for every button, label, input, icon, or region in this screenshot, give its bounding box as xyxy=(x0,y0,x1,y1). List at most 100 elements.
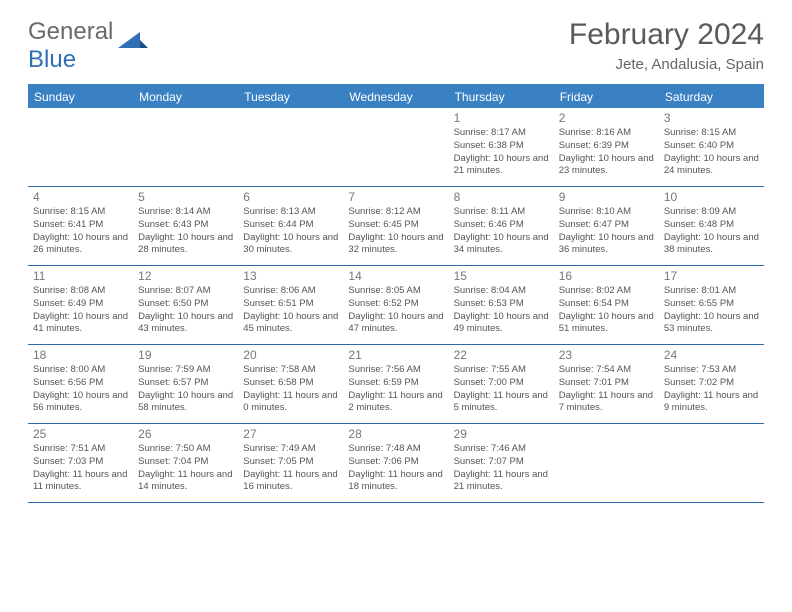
date-number: 29 xyxy=(454,427,549,441)
date-number: 24 xyxy=(664,348,759,362)
calendar-day: 26 Sunrise: 7:50 AMSunset: 7:04 PMDayligh… xyxy=(133,424,238,502)
calendar-day: 6Sunrise: 8:13 AMSunset: 6:44 PMDaylight… xyxy=(238,187,343,265)
date-number: 3 xyxy=(664,111,759,125)
brand-part1: General xyxy=(28,18,113,45)
calendar-day: 1 Sunrise: 8:17 AMSunset: 6:38 PMDaylight… xyxy=(449,108,554,186)
calendar-day: 7Sunrise: 8:12 AMSunset: 6:45 PMDaylight… xyxy=(343,187,448,265)
date-number: 26 xyxy=(138,427,233,441)
location-text: Jete, Andalusia, Spain xyxy=(569,56,764,73)
calendar-day: 5 Sunrise: 8:14 AMSunset: 6:43 PMDaylight… xyxy=(133,187,238,265)
date-number: 21 xyxy=(348,348,443,362)
calendar-day: 17 Sunrise: 8:01 AMSunset: 6:55 PMDayligh… xyxy=(659,266,764,344)
calendar-week: 11 Sunrise: 8:08 AMSunset: 6:49 PMDayligh… xyxy=(28,266,764,345)
calendar-day: 24 Sunrise: 7:53 AMSunset: 7:02 PMDayligh… xyxy=(659,345,764,423)
date-number: 23 xyxy=(559,348,654,362)
date-number: 22 xyxy=(454,348,549,362)
day-details: Sunrise: 7:54 AMSunset: 7:01 PMDaylight:… xyxy=(559,364,654,415)
calendar-day-empty xyxy=(133,108,238,186)
calendar-day: 15 Sunrise: 8:04 AMSunset: 6:53 PMDayligh… xyxy=(449,266,554,344)
date-number: 12 xyxy=(138,269,233,283)
day-details: Sunrise: 8:00 AMSunset: 6:56 PMDaylight:… xyxy=(33,364,128,415)
weekday-header: Thursday xyxy=(449,86,554,108)
brand-text: General Blue xyxy=(28,18,113,74)
date-number: 15 xyxy=(454,269,549,283)
date-number: 2 xyxy=(559,111,654,125)
day-details: Sunrise: 8:07 AMSunset: 6:50 PMDaylight:… xyxy=(138,285,233,336)
day-details: Sunrise: 8:04 AMSunset: 6:53 PMDaylight:… xyxy=(454,285,549,336)
weekday-header: Wednesday xyxy=(343,86,448,108)
calendar-day: 2 Sunrise: 8:16 AMSunset: 6:39 PMDaylight… xyxy=(554,108,659,186)
calendar: SundayMondayTuesdayWednesdayThursdayFrid… xyxy=(28,84,764,503)
calendar-day: 3 Sunrise: 8:15 AMSunset: 6:40 PMDaylight… xyxy=(659,108,764,186)
weekday-header: Sunday xyxy=(28,86,133,108)
calendar-day: 12 Sunrise: 8:07 AMSunset: 6:50 PMDayligh… xyxy=(133,266,238,344)
day-details: Sunrise: 8:06 AMSunset: 6:51 PMDaylight:… xyxy=(243,285,338,336)
weekday-header-row: SundayMondayTuesdayWednesdayThursdayFrid… xyxy=(28,86,764,108)
calendar-day: 14Sunrise: 8:05 AMSunset: 6:52 PMDayligh… xyxy=(343,266,448,344)
day-details: Sunrise: 7:59 AMSunset: 6:57 PMDaylight:… xyxy=(138,364,233,415)
calendar-day: 27Sunrise: 7:49 AMSunset: 7:05 PMDayligh… xyxy=(238,424,343,502)
date-number: 8 xyxy=(454,190,549,204)
date-number: 27 xyxy=(243,427,338,441)
date-number: 16 xyxy=(559,269,654,283)
date-number: 9 xyxy=(559,190,654,204)
day-details: Sunrise: 8:15 AMSunset: 6:41 PMDaylight:… xyxy=(33,206,128,257)
calendar-day: 9Sunrise: 8:10 AMSunset: 6:47 PMDaylight… xyxy=(554,187,659,265)
day-details: Sunrise: 7:51 AMSunset: 7:03 PMDaylight:… xyxy=(33,443,128,494)
calendar-day: 22 Sunrise: 7:55 AMSunset: 7:00 PMDayligh… xyxy=(449,345,554,423)
weekday-header: Friday xyxy=(554,86,659,108)
day-details: Sunrise: 8:08 AMSunset: 6:49 PMDaylight:… xyxy=(33,285,128,336)
date-number: 18 xyxy=(33,348,128,362)
day-details: Sunrise: 8:02 AMSunset: 6:54 PMDaylight:… xyxy=(559,285,654,336)
weekday-header: Monday xyxy=(133,86,238,108)
calendar-day-empty xyxy=(659,424,764,502)
day-details: Sunrise: 8:15 AMSunset: 6:40 PMDaylight:… xyxy=(664,127,759,178)
calendar-weeks: 1 Sunrise: 8:17 AMSunset: 6:38 PMDaylight… xyxy=(28,108,764,503)
date-number: 13 xyxy=(243,269,338,283)
day-details: Sunrise: 7:55 AMSunset: 7:00 PMDaylight:… xyxy=(454,364,549,415)
day-details: Sunrise: 7:50 AMSunset: 7:04 PMDaylight:… xyxy=(138,443,233,494)
weekday-header: Saturday xyxy=(659,86,764,108)
calendar-day: 20Sunrise: 7:58 AMSunset: 6:58 PMDayligh… xyxy=(238,345,343,423)
weekday-header: Tuesday xyxy=(238,86,343,108)
day-details: Sunrise: 8:09 AMSunset: 6:48 PMDaylight:… xyxy=(664,206,759,257)
date-number: 28 xyxy=(348,427,443,441)
calendar-day: 11 Sunrise: 8:08 AMSunset: 6:49 PMDayligh… xyxy=(28,266,133,344)
calendar-day-empty xyxy=(28,108,133,186)
calendar-day-empty xyxy=(238,108,343,186)
date-number: 5 xyxy=(138,190,233,204)
calendar-week: 18 Sunrise: 8:00 AMSunset: 6:56 PMDayligh… xyxy=(28,345,764,424)
day-details: Sunrise: 8:01 AMSunset: 6:55 PMDaylight:… xyxy=(664,285,759,336)
calendar-week: 25 Sunrise: 7:51 AMSunset: 7:03 PMDayligh… xyxy=(28,424,764,503)
brand-shape-icon xyxy=(118,30,148,57)
calendar-week: 1 Sunrise: 8:17 AMSunset: 6:38 PMDaylight… xyxy=(28,108,764,187)
date-number: 17 xyxy=(664,269,759,283)
calendar-day: 23 Sunrise: 7:54 AMSunset: 7:01 PMDayligh… xyxy=(554,345,659,423)
calendar-day: 8Sunrise: 8:11 AMSunset: 6:46 PMDaylight… xyxy=(449,187,554,265)
calendar-day: 13 Sunrise: 8:06 AMSunset: 6:51 PMDayligh… xyxy=(238,266,343,344)
date-number: 19 xyxy=(138,348,233,362)
date-number: 25 xyxy=(33,427,128,441)
day-details: Sunrise: 7:56 AMSunset: 6:59 PMDaylight:… xyxy=(348,364,443,415)
date-number: 7 xyxy=(348,190,443,204)
calendar-day-empty xyxy=(554,424,659,502)
day-details: Sunrise: 8:05 AMSunset: 6:52 PMDaylight:… xyxy=(348,285,443,336)
day-details: Sunrise: 8:16 AMSunset: 6:39 PMDaylight:… xyxy=(559,127,654,178)
date-number: 11 xyxy=(33,269,128,283)
day-details: Sunrise: 7:46 AMSunset: 7:07 PMDaylight:… xyxy=(454,443,549,494)
title-block: February 2024 Jete, Andalusia, Spain xyxy=(569,18,764,73)
calendar-day: 16 Sunrise: 8:02 AMSunset: 6:54 PMDayligh… xyxy=(554,266,659,344)
calendar-week: 4 Sunrise: 8:15 AMSunset: 6:41 PMDaylight… xyxy=(28,187,764,266)
date-number: 4 xyxy=(33,190,128,204)
day-details: Sunrise: 7:48 AMSunset: 7:06 PMDaylight:… xyxy=(348,443,443,494)
month-title: February 2024 xyxy=(569,18,764,52)
date-number: 10 xyxy=(664,190,759,204)
day-details: Sunrise: 8:17 AMSunset: 6:38 PMDaylight:… xyxy=(454,127,549,178)
date-number: 1 xyxy=(454,111,549,125)
day-details: Sunrise: 7:53 AMSunset: 7:02 PMDaylight:… xyxy=(664,364,759,415)
date-number: 6 xyxy=(243,190,338,204)
day-details: Sunrise: 8:14 AMSunset: 6:43 PMDaylight:… xyxy=(138,206,233,257)
calendar-day: 10 Sunrise: 8:09 AMSunset: 6:48 PMDayligh… xyxy=(659,187,764,265)
calendar-day: 28 Sunrise: 7:48 AMSunset: 7:06 PMDayligh… xyxy=(343,424,448,502)
date-number: 20 xyxy=(243,348,338,362)
